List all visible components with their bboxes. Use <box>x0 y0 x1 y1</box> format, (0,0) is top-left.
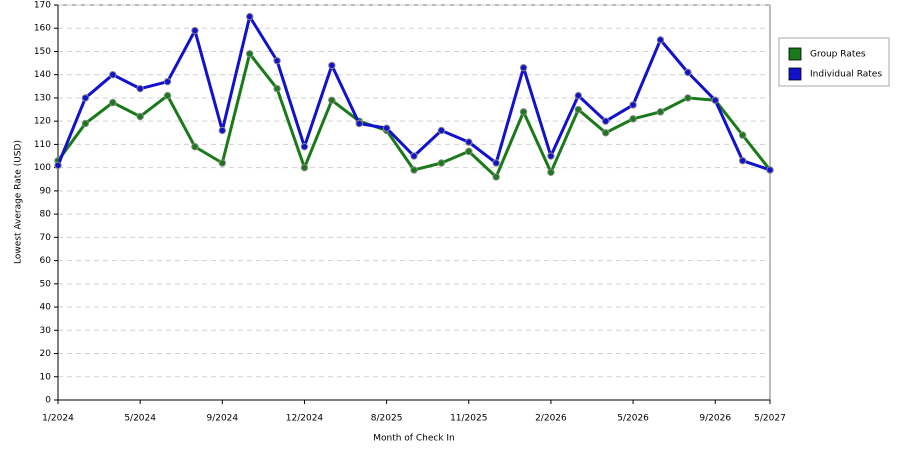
data-point <box>218 159 227 167</box>
data-point <box>136 112 144 121</box>
data-point <box>410 166 418 174</box>
data-point <box>656 36 665 44</box>
legend-swatch <box>788 47 802 61</box>
data-point <box>684 68 692 77</box>
data-point <box>492 173 500 181</box>
data-point <box>81 119 90 128</box>
data-point <box>109 71 117 79</box>
data-point <box>519 108 528 116</box>
data-point <box>328 96 336 104</box>
data-point <box>684 94 692 102</box>
y-tick-label: 120 <box>34 117 51 127</box>
data-point <box>519 64 528 72</box>
data-point <box>191 26 199 35</box>
y-tick-label: 0 <box>45 396 51 406</box>
data-point <box>245 12 254 21</box>
y-axis-title: Lowest Average Rate (USD) <box>14 140 24 264</box>
data-point <box>163 91 172 100</box>
data-point <box>163 77 172 86</box>
data-point <box>601 129 610 137</box>
y-tick-label: 80 <box>40 210 52 220</box>
x-tick-label: 2/2026 <box>535 414 567 424</box>
data-point <box>218 126 227 135</box>
data-point <box>629 101 637 109</box>
data-point <box>410 152 418 160</box>
y-tick-label: 160 <box>34 24 51 34</box>
y-tick-label: 90 <box>40 186 52 196</box>
x-tick-label: 1/2024 <box>42 414 74 424</box>
data-point <box>766 166 774 174</box>
data-point <box>574 105 583 114</box>
data-point <box>656 108 665 116</box>
data-point <box>300 163 309 172</box>
data-point <box>738 131 747 139</box>
legend-label: Individual Rates <box>810 70 882 80</box>
data-point <box>437 126 446 135</box>
data-point <box>574 91 583 100</box>
data-point <box>629 115 637 123</box>
data-point <box>300 143 309 151</box>
x-tick-label: 9/2024 <box>206 414 238 424</box>
data-point <box>492 159 500 167</box>
y-tick-label: 140 <box>34 70 51 80</box>
y-tick-label: 150 <box>34 47 51 57</box>
data-point <box>711 96 719 104</box>
data-point <box>355 119 363 128</box>
data-point <box>328 61 336 70</box>
data-point <box>109 98 117 107</box>
y-tick-label: 100 <box>34 163 51 173</box>
data-point <box>273 57 281 65</box>
x-tick-label: 5/2026 <box>617 414 649 424</box>
data-point <box>273 84 281 93</box>
y-tick-label: 70 <box>40 233 52 243</box>
data-point <box>738 156 747 165</box>
legend-swatch <box>788 67 802 81</box>
x-tick-label: 9/2026 <box>699 414 731 424</box>
x-tick-label: 5/2024 <box>124 414 156 424</box>
data-point <box>191 143 199 151</box>
x-tick-label: 8/2025 <box>371 414 403 424</box>
data-point <box>465 138 473 146</box>
x-tick-label: 12/2024 <box>286 414 324 424</box>
data-point <box>81 94 90 102</box>
y-tick-label: 60 <box>40 256 52 266</box>
data-point <box>245 50 254 58</box>
y-tick-label: 20 <box>40 349 52 359</box>
y-tick-label: 30 <box>40 326 52 336</box>
y-tick-label: 170 <box>34 1 51 11</box>
y-tick-label: 10 <box>40 372 52 382</box>
legend-label: Group Rates <box>810 50 866 60</box>
y-tick-label: 40 <box>40 303 52 313</box>
x-tick-label: 11/2025 <box>450 414 487 424</box>
plot-area <box>57 4 771 401</box>
data-point <box>382 124 391 132</box>
data-point <box>54 161 62 170</box>
x-tick-label: 5/2027 <box>754 414 786 424</box>
y-tick-label: 130 <box>34 93 51 103</box>
data-point <box>601 117 610 125</box>
y-tick-label: 110 <box>34 140 51 150</box>
data-point <box>547 168 555 176</box>
data-point <box>465 147 473 156</box>
data-point <box>547 152 555 160</box>
data-point <box>136 84 144 93</box>
x-axis-title: Month of Check In <box>373 434 455 444</box>
data-point <box>437 159 446 167</box>
y-tick-label: 50 <box>40 279 52 289</box>
